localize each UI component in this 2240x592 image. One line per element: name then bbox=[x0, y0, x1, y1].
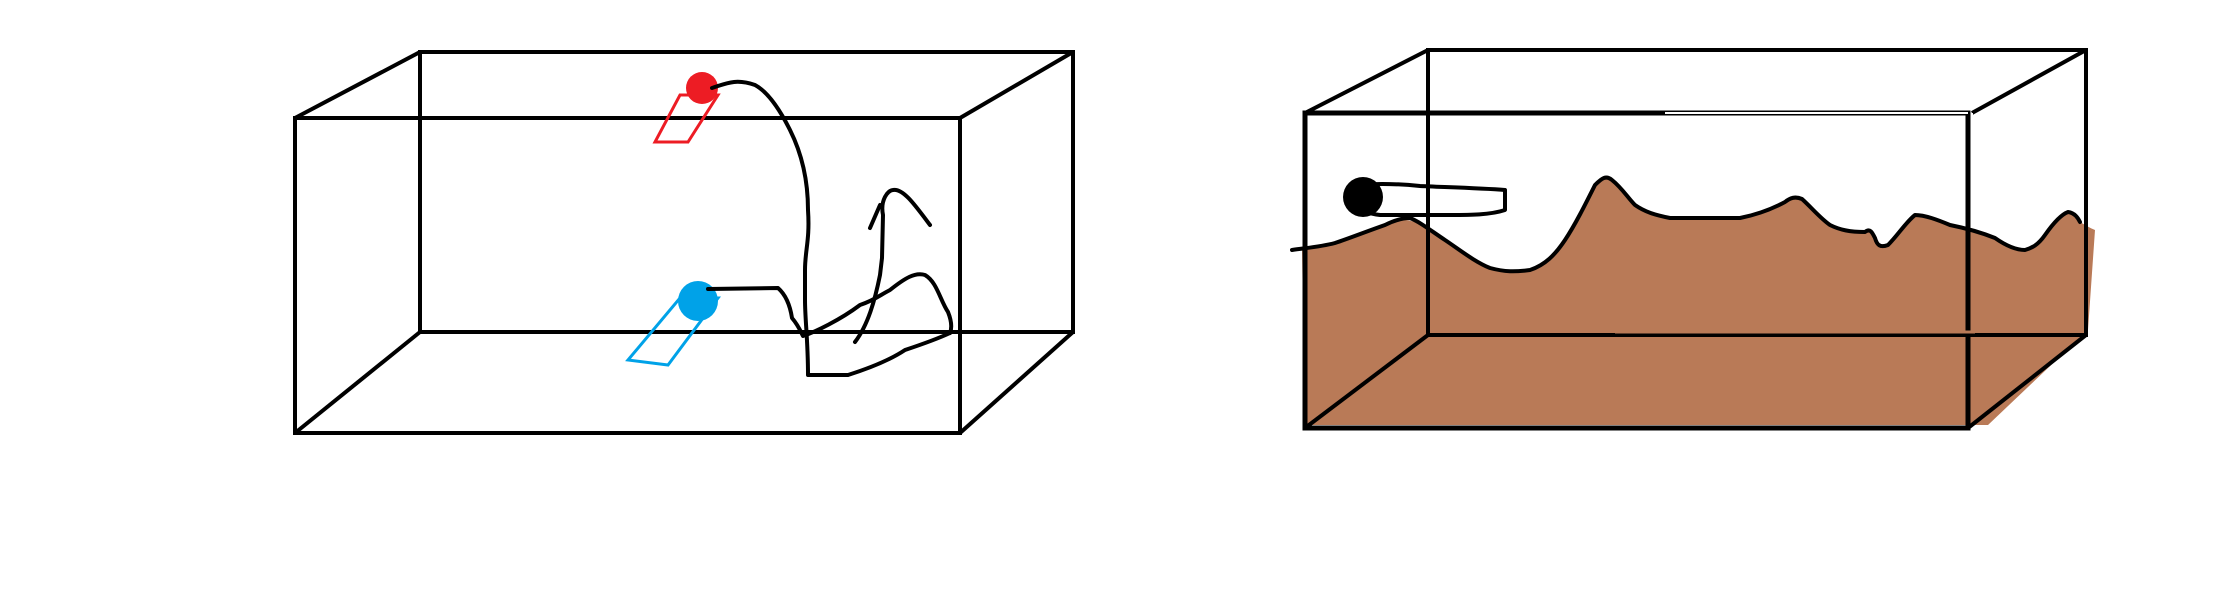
black-sphere bbox=[1343, 177, 1383, 217]
right-diagram bbox=[1290, 48, 2095, 431]
soil-surface-outline bbox=[1290, 175, 2082, 274]
left-box-front-face bbox=[293, 116, 962, 435]
right-box-back-face bbox=[1426, 48, 2088, 337]
right-box-edge-bottom-right bbox=[1966, 333, 2088, 430]
left-box-edge-top-left bbox=[294, 50, 421, 120]
left-wire-blue-path bbox=[706, 272, 954, 338]
left-box-back-face bbox=[418, 50, 1075, 334]
red-sphere bbox=[686, 72, 718, 104]
left-wire-hook bbox=[868, 203, 882, 230]
left-wire-squiggle bbox=[853, 187, 932, 344]
right-box-edge-bottom-left bbox=[1303, 333, 1430, 430]
right-box-edge-top-left bbox=[1304, 48, 1429, 115]
right-box-edge-top-right bbox=[1971, 48, 2087, 115]
left-box-edge-bottom-right bbox=[958, 330, 1075, 435]
left-wire-red-path bbox=[710, 79, 952, 377]
soil-fill bbox=[1302, 177, 2095, 425]
left-box-edge-bottom-left bbox=[293, 330, 422, 435]
left-diagram bbox=[293, 50, 1075, 435]
right-box-front-face bbox=[1302, 110, 1971, 431]
left-box-edge-top-right bbox=[958, 50, 1075, 120]
